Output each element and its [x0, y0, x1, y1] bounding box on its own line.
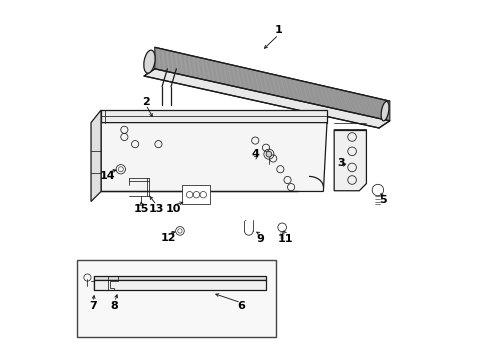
FancyBboxPatch shape	[182, 185, 210, 204]
Text: 15: 15	[133, 204, 149, 215]
Text: 1: 1	[274, 25, 282, 35]
Polygon shape	[94, 280, 265, 291]
Text: 12: 12	[161, 233, 176, 243]
Text: 7: 7	[89, 301, 97, 311]
Text: 9: 9	[256, 234, 264, 244]
Polygon shape	[144, 69, 389, 128]
Polygon shape	[91, 110, 101, 202]
Text: 5: 5	[378, 195, 386, 205]
Circle shape	[265, 151, 271, 157]
Text: 6: 6	[237, 301, 244, 311]
Polygon shape	[101, 110, 326, 123]
Polygon shape	[333, 130, 366, 191]
Text: 14: 14	[100, 171, 115, 181]
Text: 3: 3	[337, 158, 345, 168]
Text: 11: 11	[277, 234, 293, 244]
Text: 8: 8	[111, 301, 118, 311]
Ellipse shape	[380, 102, 388, 121]
Polygon shape	[101, 123, 323, 192]
Polygon shape	[155, 47, 389, 121]
FancyBboxPatch shape	[77, 260, 275, 337]
Text: 10: 10	[165, 204, 181, 215]
Text: 2: 2	[142, 97, 149, 107]
Text: 4: 4	[251, 149, 259, 159]
Polygon shape	[101, 123, 326, 192]
Text: 13: 13	[149, 204, 164, 215]
Ellipse shape	[143, 50, 155, 73]
Polygon shape	[94, 276, 265, 280]
